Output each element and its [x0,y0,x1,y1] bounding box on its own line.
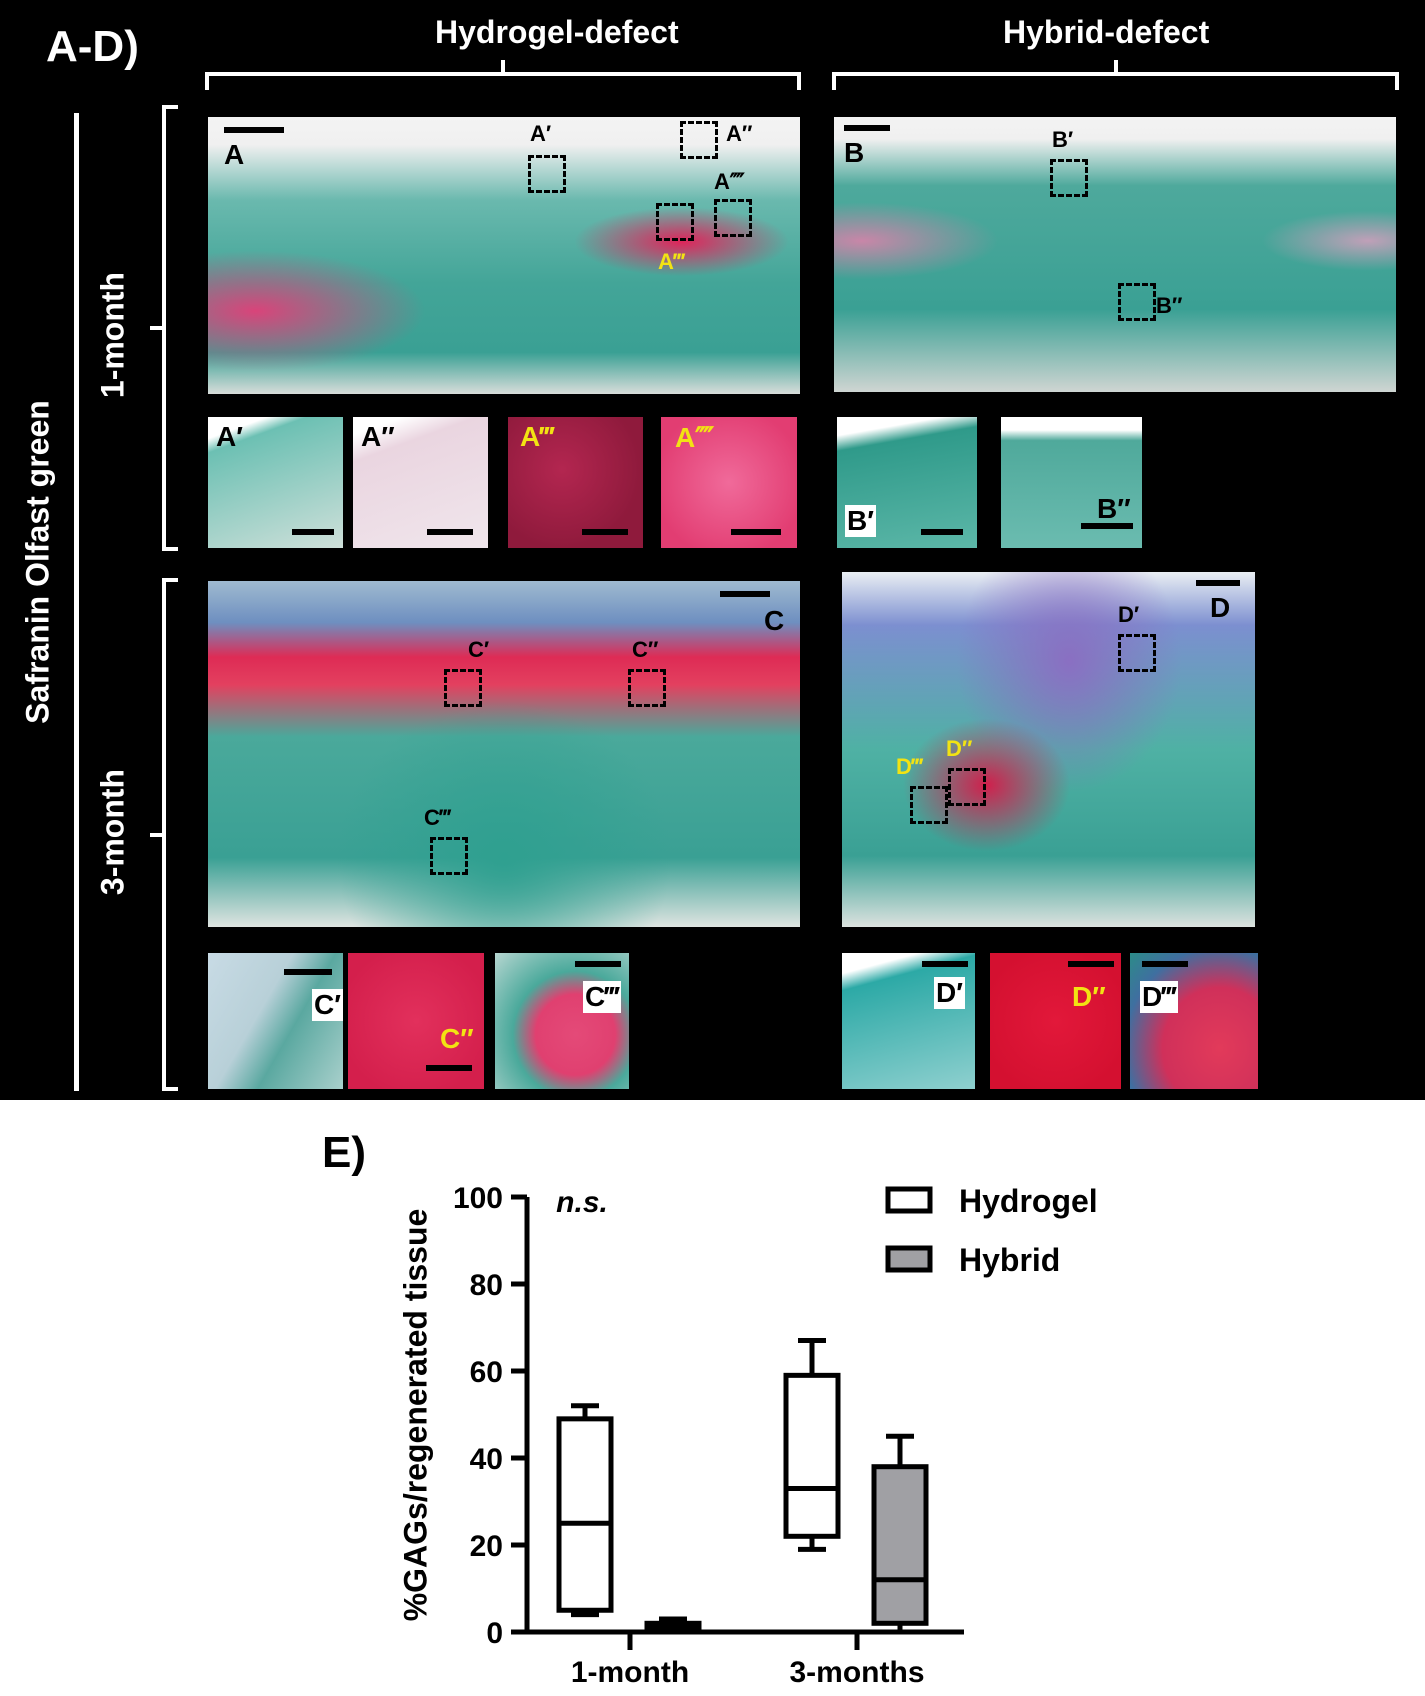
significance-label: n.s. [556,1186,608,1219]
panel-label: B [844,137,865,168]
inset-label: A″ [361,421,395,452]
box-hydrogel [556,1416,614,1613]
inset-label: C′ [468,637,490,662]
column-title-hybrid: Hybrid-defect [1003,14,1210,50]
inset-a1: A′ [208,417,343,548]
inset-d2: D″ [990,953,1121,1089]
histology-image-a: A A′ A″ A‴ A⁗ [208,117,800,394]
inset-c3: C‴ [495,953,629,1089]
legend-label: Hydrogel [959,1183,1098,1219]
bracket-hybrid [832,60,1399,90]
inset-d1: D′ [842,953,975,1089]
column-title-hydrogel: Hydrogel-defect [435,14,679,50]
inset-label: A′ [216,421,243,452]
inset-c2: C″ [348,953,484,1089]
y-tick-label: 60 [470,1356,503,1389]
inset-label: A‴ [520,421,554,452]
box-plot: 0 20 40 60 80 100 1-month 3-months n.s. Hydrogel H… [453,1182,1098,1689]
y-tick-label: 0 [486,1617,503,1650]
inset-label: C″ [440,1023,474,1054]
histology-figure: A-D) Hydrogel-defect Hybrid-defect Safra… [0,0,1425,1100]
panel-label: D [1210,592,1231,623]
panel-label: C [764,605,785,636]
inset-label: D‴ [896,754,923,779]
bracket-3-month [150,578,178,1091]
inset-b2: B″ [1001,417,1142,548]
inset-label: D‴ [1140,981,1178,1013]
panel-label-e: E) [322,1128,366,1177]
inset-label: A⁗ [675,422,714,453]
y-tick-label: 100 [453,1182,503,1215]
inset-a3: A‴ [508,417,643,548]
stain-divider [74,113,79,1091]
box-hydrogel [783,1372,841,1539]
legend-label: Hybrid [959,1242,1060,1278]
legend-swatch-hydrogel [885,1186,933,1214]
row-label-3-month: 3-month [94,768,131,896]
inset-label: D″ [1072,981,1106,1012]
inset-b1: B′ [837,417,977,548]
bracket-1-month [150,105,178,551]
inset-label: D′ [934,977,965,1009]
inset-label: B′ [845,505,876,537]
inset-label: B″ [1156,293,1183,318]
inset-label: D′ [1118,602,1140,627]
inset-label: D″ [946,736,973,761]
inset-label: C′ [312,989,343,1021]
stain-label: Safranin Olfast green [19,400,56,724]
y-tick-label: 20 [470,1530,503,1563]
x-tick-label: 3-months [790,1656,925,1689]
histology-image-b: B B′ B″ [834,117,1396,392]
histology-image-d: D D′ D″ D‴ [842,572,1255,927]
legend-swatch-hybrid [885,1245,933,1273]
inset-label: B″ [1097,493,1131,524]
panel-label-a-d: A-D) [46,22,139,71]
y-tick-label: 80 [470,1269,503,1302]
inset-a2: A″ [353,417,488,548]
inset-label: B′ [1052,127,1074,152]
box-hybrid [871,1464,929,1626]
bracket-hydrogel [205,60,801,90]
x-tick-label: 1-month [571,1656,689,1689]
histology-image-c: C C′ C″ C‴ [208,581,800,927]
inset-label: A⁗ [714,169,745,194]
inset-label: C″ [632,637,659,662]
y-tick-label: 40 [470,1443,503,1476]
inset-label: A″ [726,121,753,146]
inset-label: A′ [530,121,552,146]
panel-label: A [224,139,245,170]
inset-label: C‴ [424,805,451,830]
inset-c1: C′ [208,953,343,1089]
inset-label: C‴ [583,981,621,1013]
inset-a4: A⁗ [661,417,797,548]
inset-label: A‴ [658,249,685,274]
row-label-1-month: 1-month [94,271,131,399]
inset-d3: D‴ [1130,953,1258,1089]
